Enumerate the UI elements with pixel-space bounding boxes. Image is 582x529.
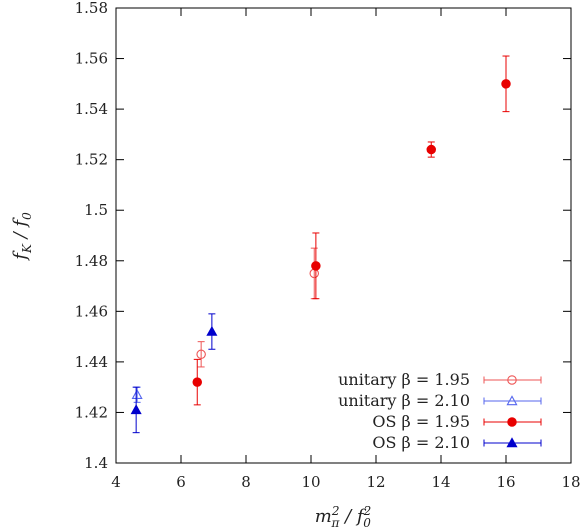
data-point [309, 247, 319, 300]
axis-ticks [115, 7, 572, 464]
x-tick-label: 12 [366, 473, 385, 491]
x-tick-label: 8 [241, 473, 251, 491]
data-point [131, 386, 143, 403]
legend-label: unitary β = 1.95 [338, 370, 470, 389]
point-marker [196, 349, 206, 360]
y-tick-label: 1.4 [84, 454, 108, 472]
y-tick-label: 1.5 [84, 201, 108, 219]
point-marker [501, 79, 511, 89]
y-tick-labels: 1.4 1.42 1.44 1.46 1.48 1.5 1.52 1.54 1.56 1.58 [75, 0, 108, 472]
legend-marker [506, 437, 518, 448]
data-point [130, 386, 142, 434]
x-tick-label: 10 [301, 473, 320, 491]
x-tick-labels: 4 6 8 10 12 14 16 18 [111, 473, 580, 491]
legend-label: OS β = 1.95 [372, 412, 470, 431]
data-point [196, 341, 206, 368]
point-marker [192, 377, 203, 387]
y-tick-label: 1.44 [75, 353, 108, 371]
legend-label: unitary β = 2.10 [338, 391, 470, 410]
x-tick-label: 6 [176, 473, 186, 491]
legend-entry: unitary β = 1.95 [338, 370, 542, 389]
y-tick-label: 1.58 [75, 0, 108, 17]
point-marker [311, 261, 321, 271]
x-tick-label: 18 [561, 473, 580, 491]
legend-marker [506, 395, 518, 406]
point-marker [131, 389, 143, 399]
y-tick-label: 1.42 [75, 403, 108, 421]
data-point [311, 232, 321, 300]
legend: unitary β = 1.95 unitary β = 2.10 OS β = 1… [338, 370, 542, 452]
y-axis-title: fK / f0 [10, 212, 34, 262]
data-point [501, 55, 511, 113]
y-tick-label: 1.52 [75, 151, 108, 169]
x-tick-label: 14 [431, 473, 450, 491]
legend-marker [507, 417, 517, 427]
legend-entry: OS β = 2.10 [372, 433, 542, 452]
x-tick-label: 16 [496, 473, 515, 491]
legend-marker [507, 375, 517, 385]
plot-frame [115, 7, 572, 464]
x-axis-title: m2 π / f2 0 [315, 504, 371, 529]
y-tick-label: 1.56 [75, 50, 108, 68]
x-tick-label: 4 [111, 473, 121, 491]
legend-entry: unitary β = 2.10 [338, 391, 542, 410]
data-point [426, 141, 436, 158]
point-marker [206, 325, 218, 336]
y-tick-label: 1.54 [75, 100, 108, 118]
data-point [192, 358, 203, 406]
y-tick-label: 1.48 [75, 252, 108, 270]
legend-label: OS β = 2.10 [372, 433, 470, 452]
point-marker [130, 404, 142, 415]
y-tick-label: 1.46 [75, 302, 108, 320]
data-point [206, 313, 218, 350]
point-marker [426, 144, 436, 155]
data-points [130, 55, 511, 434]
legend-entry: OS β = 1.95 [372, 412, 542, 431]
